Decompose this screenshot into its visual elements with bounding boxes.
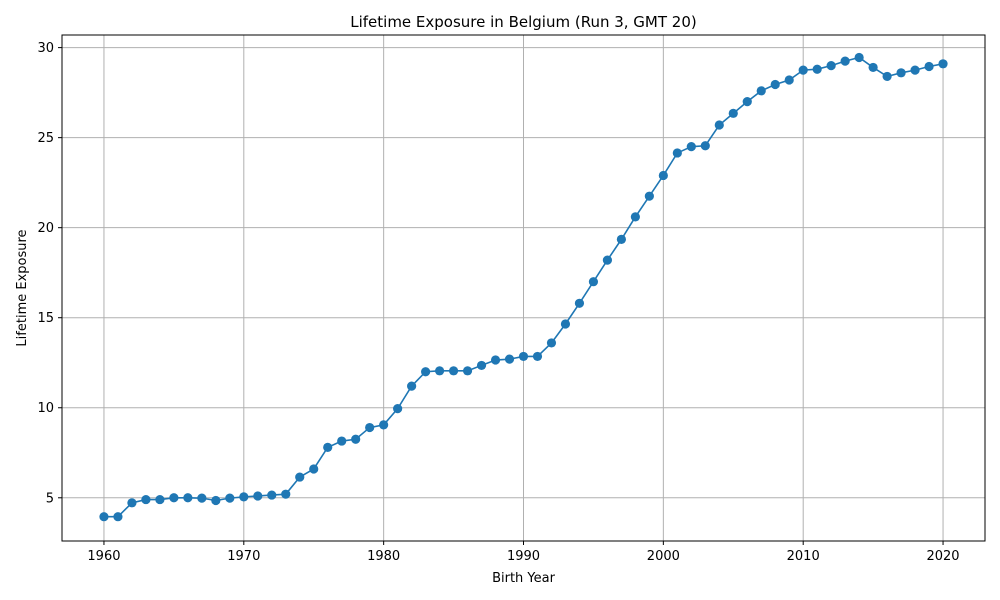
x-tick-label: 1960 (87, 549, 120, 564)
y-tick-label: 15 (37, 311, 54, 326)
data-point (560, 319, 571, 329)
data-point (728, 108, 738, 118)
data-point (225, 493, 235, 503)
data-point (784, 75, 794, 85)
data-point (896, 68, 906, 78)
data-series (99, 52, 948, 522)
data-point (672, 148, 682, 158)
data-point (602, 255, 613, 265)
x-tick-label: 1990 (507, 549, 540, 564)
data-point (714, 120, 724, 130)
data-point (295, 472, 305, 482)
data-point (518, 351, 529, 362)
data-point (434, 366, 445, 376)
data-point (616, 234, 626, 244)
data-point (421, 367, 431, 377)
data-point (239, 492, 249, 502)
data-point (574, 298, 585, 308)
data-point (476, 360, 487, 371)
data-point (448, 366, 459, 376)
data-point (546, 338, 557, 348)
x-tick-label: 2000 (647, 549, 680, 564)
data-point (924, 61, 934, 72)
grid-lines (62, 35, 985, 541)
data-point (462, 366, 473, 376)
data-point (337, 436, 347, 446)
y-tick-label: 10 (37, 401, 54, 416)
data-point (504, 354, 515, 364)
data-point (532, 351, 543, 362)
data-point (630, 212, 640, 222)
data-point (169, 493, 179, 503)
data-point (658, 170, 668, 181)
data-point (281, 489, 291, 499)
data-point (644, 191, 654, 201)
data-point (742, 97, 752, 107)
data-point (588, 277, 599, 287)
data-point (365, 422, 375, 433)
x-axis-ticks: 1960 1970 1980 1990 2000 2010 2020 (87, 541, 960, 564)
data-point (700, 141, 710, 151)
x-tick-label: 1970 (227, 549, 260, 564)
data-point (393, 404, 403, 414)
data-point (812, 64, 822, 74)
data-point (211, 495, 221, 506)
data-point (99, 512, 109, 522)
data-point (351, 434, 361, 444)
y-tick-label: 30 (37, 41, 54, 56)
data-point (770, 79, 780, 90)
data-point (826, 61, 836, 71)
data-point (155, 494, 165, 505)
data-point (309, 464, 319, 474)
data-point (253, 491, 263, 501)
y-axis-ticks: 5 10 15 20 25 30 (37, 41, 62, 506)
data-point (323, 442, 333, 452)
data-point (686, 142, 696, 152)
x-tick-label: 2020 (926, 549, 959, 564)
data-point (141, 494, 151, 505)
data-point (798, 65, 808, 75)
data-point (854, 52, 864, 63)
x-tick-label: 1980 (367, 549, 400, 564)
y-tick-label: 25 (37, 131, 54, 146)
data-point (910, 65, 920, 75)
y-axis-label: Lifetime Exposure (15, 229, 30, 346)
data-point (882, 71, 892, 82)
data-point (197, 493, 207, 503)
data-point (938, 59, 948, 69)
data-point (183, 493, 193, 503)
y-tick-label: 5 (46, 491, 54, 506)
data-point (379, 420, 389, 430)
data-point (840, 56, 850, 66)
data-point (127, 498, 137, 508)
data-point (113, 512, 123, 522)
chart-title: Lifetime Exposure in Belgium (Run 3, GMT… (350, 13, 697, 31)
x-tick-label: 2010 (787, 549, 820, 564)
data-point (267, 490, 277, 500)
data-point (407, 381, 417, 391)
y-tick-label: 20 (37, 221, 54, 236)
x-axis-label: Birth Year (492, 571, 556, 586)
data-point (756, 86, 766, 96)
data-point (490, 355, 501, 365)
data-point (868, 62, 878, 73)
